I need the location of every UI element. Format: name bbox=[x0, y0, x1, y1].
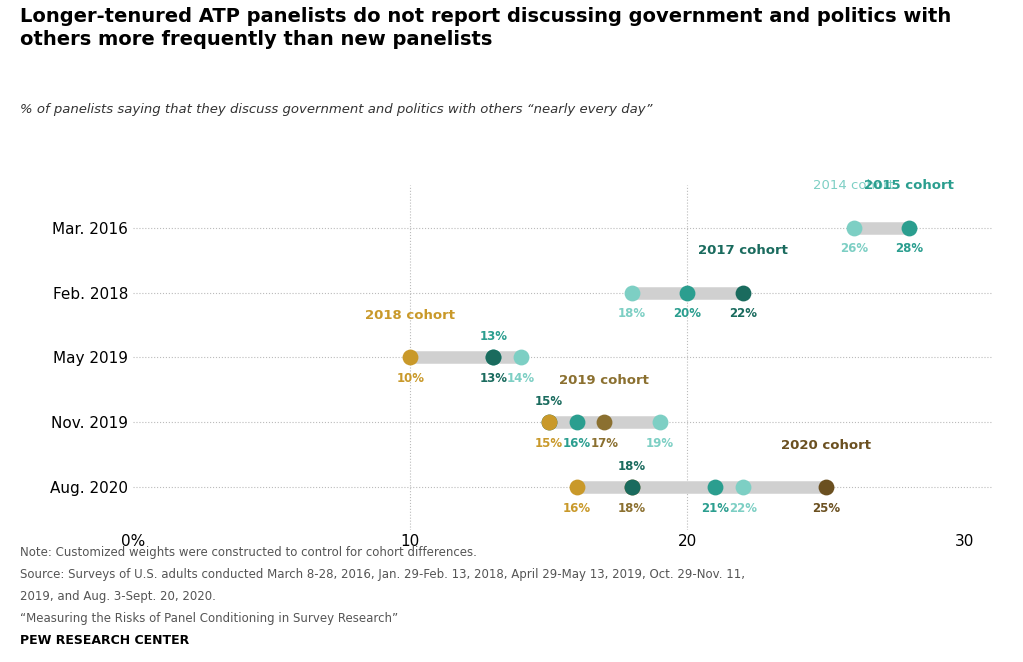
Point bbox=[485, 352, 501, 363]
Point bbox=[707, 482, 723, 493]
Text: 2020 cohort: 2020 cohort bbox=[781, 439, 871, 451]
Point bbox=[817, 482, 834, 493]
Text: 28%: 28% bbox=[895, 242, 923, 255]
Text: 16%: 16% bbox=[563, 502, 590, 514]
Text: 16%: 16% bbox=[563, 437, 590, 449]
Point bbox=[624, 287, 640, 298]
Text: 18%: 18% bbox=[618, 307, 646, 320]
Text: 17%: 17% bbox=[590, 437, 618, 449]
Point bbox=[569, 417, 585, 428]
Point bbox=[624, 482, 640, 493]
Text: 22%: 22% bbox=[728, 502, 757, 514]
Text: 2015 cohort: 2015 cohort bbox=[864, 179, 954, 192]
Point bbox=[402, 352, 418, 363]
Text: 21%: 21% bbox=[701, 502, 729, 514]
Text: 25%: 25% bbox=[812, 502, 840, 514]
Text: Longer-tenured ATP panelists do not report discussing government and politics wi: Longer-tenured ATP panelists do not repo… bbox=[20, 7, 951, 49]
Point bbox=[652, 417, 668, 428]
Text: Note: Customized weights were constructed to control for cohort differences.: Note: Customized weights were constructe… bbox=[20, 546, 478, 559]
Text: 2018 cohort: 2018 cohort bbox=[365, 308, 455, 322]
Point bbox=[624, 482, 640, 493]
Text: 2019, and Aug. 3-Sept. 20, 2020.: 2019, and Aug. 3-Sept. 20, 2020. bbox=[20, 590, 216, 603]
Point bbox=[569, 482, 585, 493]
Point bbox=[735, 287, 751, 298]
Text: Source: Surveys of U.S. adults conducted March 8-28, 2016, Jan. 29-Feb. 13, 2018: Source: Surveys of U.S. adults conducted… bbox=[20, 568, 746, 581]
Text: 10%: 10% bbox=[396, 372, 425, 385]
Text: 2014 cohort: 2014 cohort bbox=[813, 179, 894, 192]
Point bbox=[901, 222, 918, 233]
Point bbox=[679, 287, 696, 298]
Point bbox=[540, 417, 557, 428]
Text: 18%: 18% bbox=[618, 460, 646, 473]
Text: 2017 cohort: 2017 cohort bbox=[698, 244, 788, 257]
Text: 13%: 13% bbox=[480, 372, 507, 385]
Text: 15%: 15% bbox=[535, 437, 563, 449]
Text: 13%: 13% bbox=[480, 330, 507, 343]
Point bbox=[513, 352, 529, 363]
Text: 26%: 26% bbox=[840, 242, 868, 255]
Point bbox=[596, 417, 613, 428]
Text: % of panelists saying that they discuss government and politics with others “nea: % of panelists saying that they discuss … bbox=[20, 103, 653, 116]
Text: 15%: 15% bbox=[535, 395, 563, 408]
Text: 14%: 14% bbox=[507, 372, 535, 385]
Text: 20%: 20% bbox=[673, 307, 702, 320]
Text: 2019 cohort: 2019 cohort bbox=[560, 374, 650, 387]
Text: 18%: 18% bbox=[618, 502, 646, 514]
Text: 19%: 19% bbox=[646, 437, 674, 449]
Text: PEW RESEARCH CENTER: PEW RESEARCH CENTER bbox=[20, 634, 189, 647]
Point bbox=[485, 352, 501, 363]
Text: 22%: 22% bbox=[728, 307, 757, 320]
Text: “Measuring the Risks of Panel Conditioning in Survey Research”: “Measuring the Risks of Panel Conditioni… bbox=[20, 612, 399, 625]
Point bbox=[735, 482, 751, 493]
Point bbox=[540, 417, 557, 428]
Point bbox=[846, 222, 862, 233]
